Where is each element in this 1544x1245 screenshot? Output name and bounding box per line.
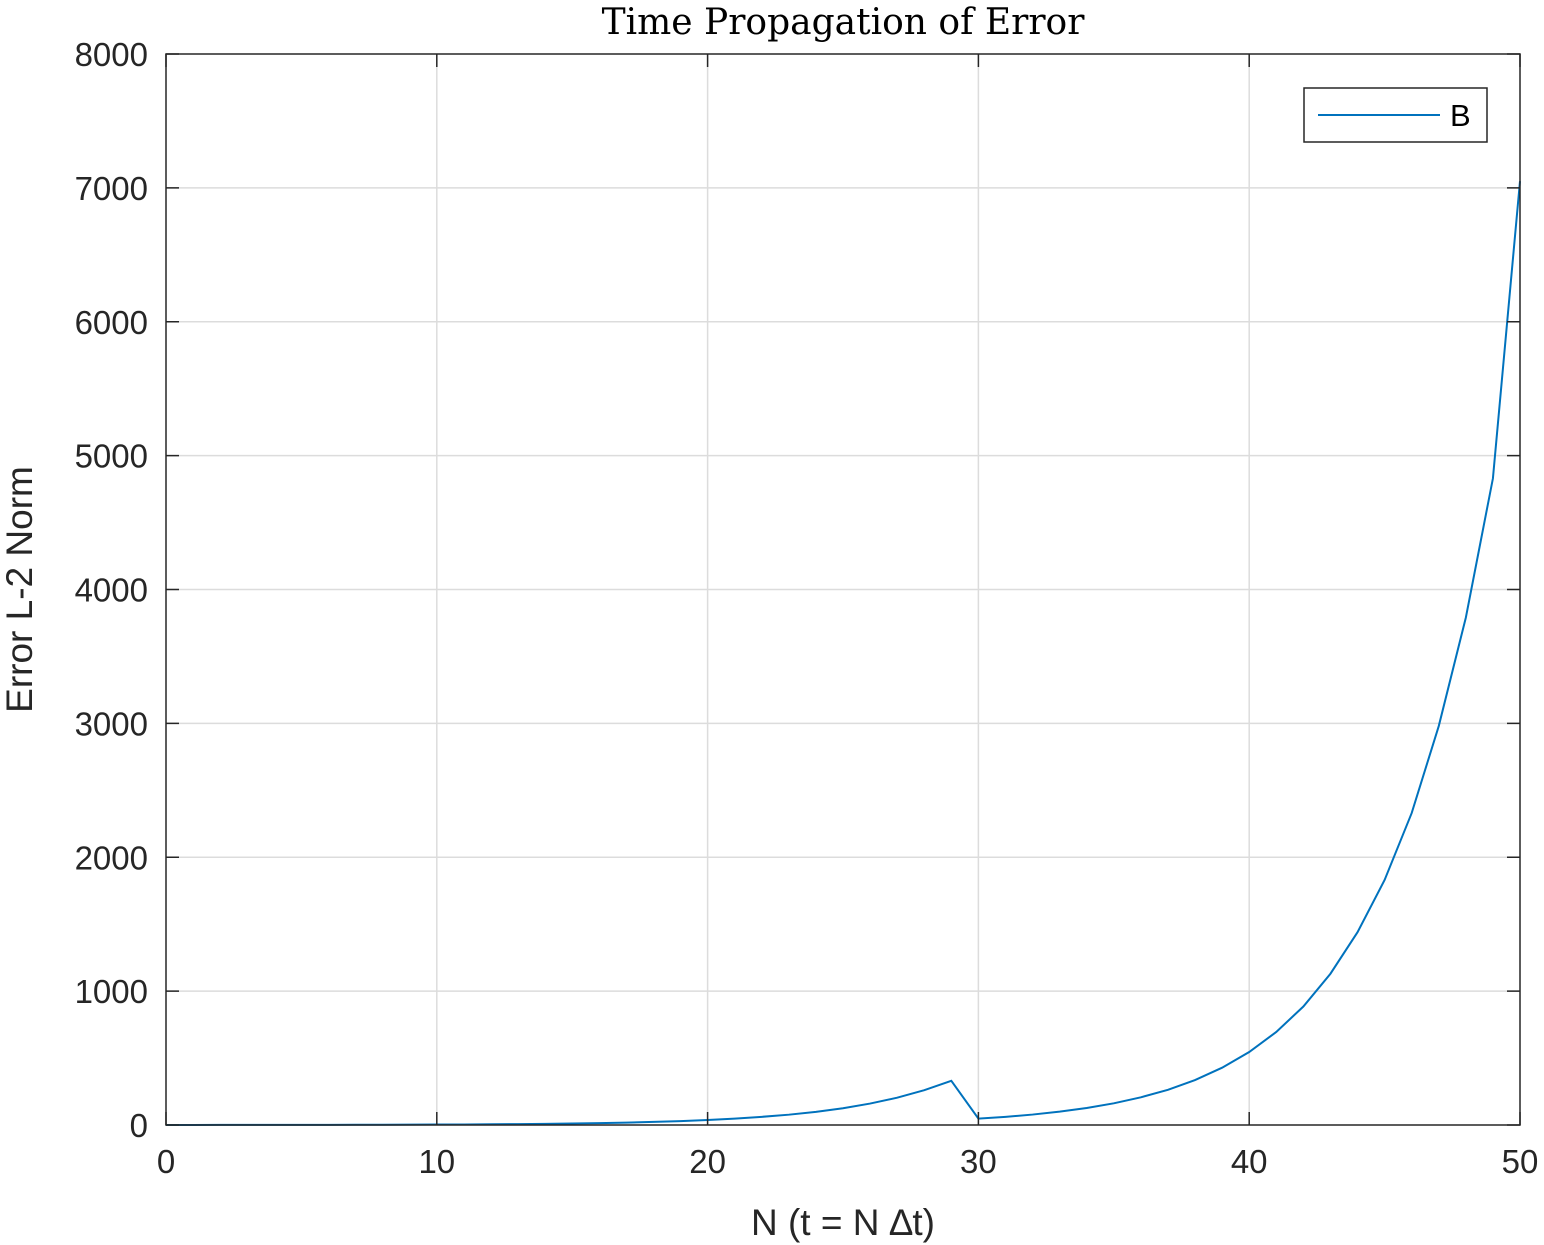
y-tick-label: 3000 [75,705,148,742]
x-tick-labels: 0 10 20 30 40 50 [157,1143,1539,1180]
x-tick-label: 40 [1231,1143,1268,1180]
x-tick-label: 30 [960,1143,997,1180]
y-tick-label: 1000 [75,973,148,1010]
tick-marks [165,53,1521,1126]
y-tick-label: 7000 [75,170,148,207]
y-tick-label: 2000 [75,839,148,876]
x-tick-label: 50 [1502,1143,1539,1180]
y-tick-label: 0 [130,1107,148,1144]
y-axis-label: Error L-2 Norm [0,466,40,713]
x-tick-label: 10 [418,1143,455,1180]
grid-lines [166,54,1520,1125]
y-tick-label: 6000 [75,304,148,341]
y-tick-label: 4000 [75,572,148,609]
legend: B [1303,87,1488,143]
x-tick-label: 0 [157,1143,175,1180]
legend-label: B [1450,98,1471,133]
x-axis-label: N (t = N ∆t) [751,1202,935,1243]
x-tick-label: 20 [689,1143,726,1180]
y-tick-label: 8000 [75,36,148,73]
chart-title: Time Propagation of Error [602,2,1086,43]
y-tick-labels: 0 1000 2000 3000 4000 5000 6000 7000 8000 [75,36,148,1144]
y-tick-label: 5000 [75,438,148,475]
